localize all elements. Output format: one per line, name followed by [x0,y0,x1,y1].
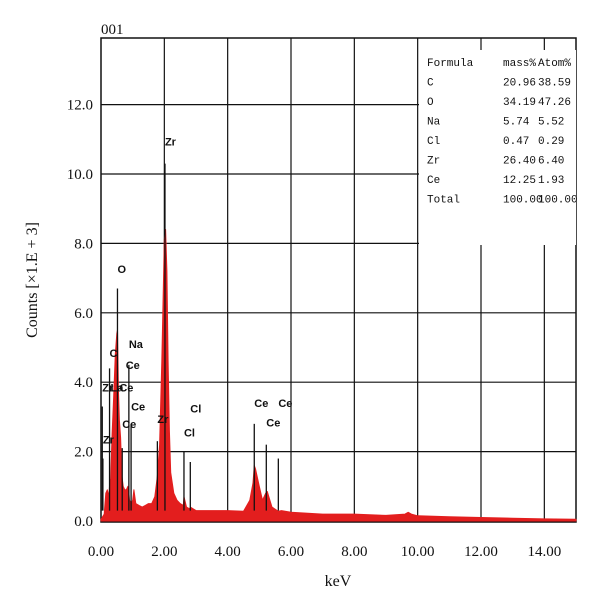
peak-label: Cl [184,428,195,440]
table-cell: 6.40 [538,156,564,168]
composition-table: Formula mass% Atom% C 20.96 38.59 O 34.19 47.26 N… [419,50,578,245]
x-tick-label: 14.00 [527,544,561,560]
table-cell: 0.29 [538,136,564,148]
y-tick-label: 12.0 [67,98,93,114]
table-cell: 38.59 [538,78,571,90]
y-tick-label: 10.0 [67,167,93,183]
peak-label: Zr [165,137,177,149]
table-cell: 5.74 [503,117,530,129]
table-cell: C [427,78,434,90]
table-cell: Zr [427,156,440,168]
y-tick-label: 6.0 [74,306,93,322]
table-cell: 0.47 [503,136,529,148]
table-cell: 34.19 [503,97,536,109]
table-cell: 26.40 [503,156,536,168]
x-tick-label: 10.00 [401,544,435,560]
y-tick-label: 4.0 [74,375,93,391]
table-header-cell: Atom% [538,58,571,70]
peak-label: Zr [157,414,169,426]
x-tick-label: 2.00 [151,544,177,560]
table-cell: 12.25 [503,175,536,187]
x-tick-label: 0.00 [88,544,114,560]
y-tick-label: 0.0 [74,514,93,530]
table-cell: 5.52 [538,117,564,129]
peak-label: O [117,264,126,276]
spectrum-series [100,229,577,522]
table-cell: 100.00 [503,195,543,207]
y-tick-labels: 0.0 2.0 4.0 6.0 8.0 10.0 12.0 [67,98,93,530]
x-tick-label: 4.00 [215,544,241,560]
peak-label: Ce [131,402,145,414]
sample-id: 001 [101,22,124,38]
peak-marker-lines [101,163,279,511]
table-cell: 47.26 [538,97,571,109]
table-header-cell: mass% [503,58,536,70]
peak-label: Zr [103,435,115,447]
y-axis-label: Counts [×1.E + 3] [24,222,41,338]
peak-label: Cl [190,403,201,415]
table-cell: 1.93 [538,175,564,187]
peak-label: Zr [102,383,114,395]
x-tick-label: 8.00 [341,544,367,560]
peak-label: La [111,383,125,395]
x-tick-label: 6.00 [278,544,304,560]
y-tick-label: 2.0 [74,445,93,461]
x-axis-label: keV [325,573,352,590]
table-cell: Total [427,195,460,207]
peak-label: Ce [126,360,140,372]
peak-label: Ce [122,419,136,431]
peak-label: Na [129,339,144,351]
table-cell: Na [427,117,441,129]
table-cell: 100.00 [538,195,578,207]
y-tick-label: 8.0 [74,236,93,252]
peak-label: Ce [278,398,292,410]
peak-label: Ce [254,398,268,410]
table-background [419,50,576,245]
table-cell: Cl [427,136,440,148]
x-tick-label: 12.00 [464,544,498,560]
peak-label: Ce [119,383,133,395]
table-cell: 20.96 [503,78,536,90]
spectrum-area [100,229,577,522]
x-tick-labels: 0.00 2.00 4.00 6.00 8.00 10.00 12.00 14.00 [88,544,561,560]
peak-label: Ce [266,417,280,429]
table-cell: Ce [427,175,440,187]
peak-label: C [110,348,118,360]
table-cell: O [427,97,434,109]
table-header-cell: Formula [427,58,474,70]
